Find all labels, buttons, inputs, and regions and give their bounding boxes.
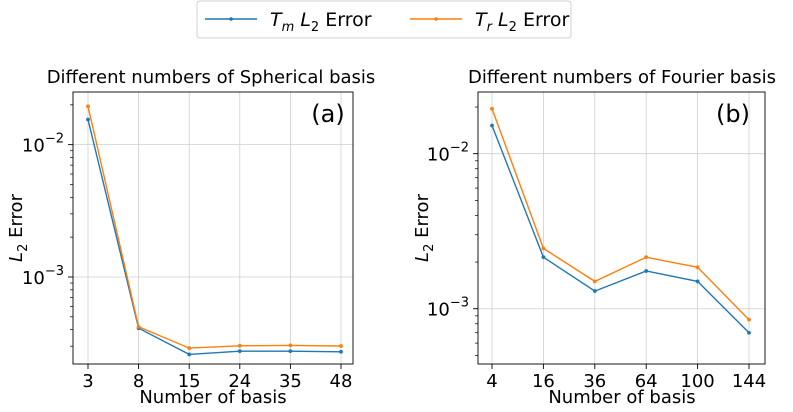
data-point-b-tr: [644, 255, 649, 260]
legend-label-tr: Tr L2 Error: [475, 9, 569, 35]
data-point-a-tr: [136, 324, 141, 329]
series-line-b-tr: [491, 108, 750, 321]
data-point-b-tm: [695, 279, 700, 284]
axes-frame-a: [72, 91, 354, 365]
data-point-a-tr: [237, 343, 242, 348]
x-tick-label-a: 8: [133, 371, 144, 392]
data-point-b-tm: [747, 330, 751, 335]
data-point-b-tr: [592, 279, 597, 284]
grid-a: [73, 92, 353, 364]
data-point-a-tm: [237, 349, 242, 354]
chart-title-a: Different numbers of Spherical basis: [47, 67, 376, 88]
data-point-a-tm: [86, 117, 90, 122]
series-a: [86, 104, 343, 357]
x-tick-label-a: 48: [330, 371, 353, 392]
data-point-b-tm: [541, 255, 546, 260]
x-tick-label-b: 16: [532, 371, 555, 392]
data-point-a-tm: [288, 349, 293, 354]
x-ticks-b: 4 16 36 64 100 144: [486, 364, 766, 392]
series-line-a-tm: [87, 119, 342, 356]
chart-panel-a: Different numbers of Spherical basis (a)…: [6, 67, 375, 408]
x-tick-label-a: 3: [82, 371, 93, 392]
y-axis-label-b: L2 Error: [412, 193, 437, 262]
x-ticks-a: 3 8 15 24 35 48: [82, 364, 352, 392]
legend-marker-tr: [434, 17, 438, 21]
data-point-a-tr: [187, 346, 192, 351]
chart-panel-b: Different numbers of Fourier basis (b) 4…: [412, 67, 776, 408]
legend: Tm L2 Error Tr L2 Error: [196, 0, 572, 39]
series-b: [490, 106, 751, 335]
x-tick-label-a: 35: [279, 371, 302, 392]
y-tick-label-b: 10−2: [427, 141, 469, 166]
data-point-b-tm: [490, 123, 494, 128]
y-tick-label-a: 10−2: [22, 132, 64, 157]
legend-marker-tm: [229, 17, 233, 21]
chart-title-b: Different numbers of Fourier basis: [468, 67, 776, 88]
x-tick-label-b: 36: [583, 371, 606, 392]
data-point-a-tr: [288, 343, 293, 348]
x-tick-label-b: 4: [486, 371, 497, 392]
y-tick-label-a: 10−3: [22, 264, 64, 289]
data-point-b-tr: [490, 106, 494, 111]
series-line-a-tr: [87, 106, 342, 349]
legend-label-tm: Tm L2 Error: [270, 9, 372, 35]
x-tick-label-b: 64: [635, 371, 658, 392]
panel-label-b: (b): [716, 100, 750, 128]
x-tick-label-a: 24: [228, 371, 251, 392]
legend-entry-tm: Tm L2 Error: [205, 9, 372, 35]
y-tick-label-b: 10−3: [427, 296, 469, 321]
x-tick-label-a: 15: [178, 371, 201, 392]
x-axis-label-b: Number of basis: [548, 387, 695, 408]
axes-frame-b: [477, 91, 766, 365]
x-axis-label-a: Number of basis: [139, 387, 286, 408]
data-point-b-tm: [644, 269, 649, 273]
data-point-b-tm: [592, 289, 597, 293]
panel-label-a: (a): [311, 100, 344, 128]
data-point-a-tm: [187, 352, 192, 357]
legend-entry-tr: Tr L2 Error: [410, 9, 569, 35]
data-point-a-tm: [339, 349, 343, 354]
data-point-b-tr: [541, 246, 546, 251]
data-point-a-tr: [339, 344, 343, 348]
data-point-a-tr: [86, 104, 90, 109]
x-tick-label-b: 144: [732, 371, 766, 392]
x-tick-label-b: 100: [680, 371, 714, 392]
series-line-b-tm: [491, 125, 750, 334]
y-ticks-b: 10−2 10−3: [427, 106, 478, 356]
legend-frame: [196, 0, 572, 39]
grid-b: [478, 92, 765, 364]
data-point-b-tr: [747, 317, 751, 322]
y-ticks-a: 10−2 10−3: [22, 104, 73, 347]
data-point-b-tr: [695, 265, 700, 270]
y-axis-label-a: L2 Error: [6, 193, 31, 262]
